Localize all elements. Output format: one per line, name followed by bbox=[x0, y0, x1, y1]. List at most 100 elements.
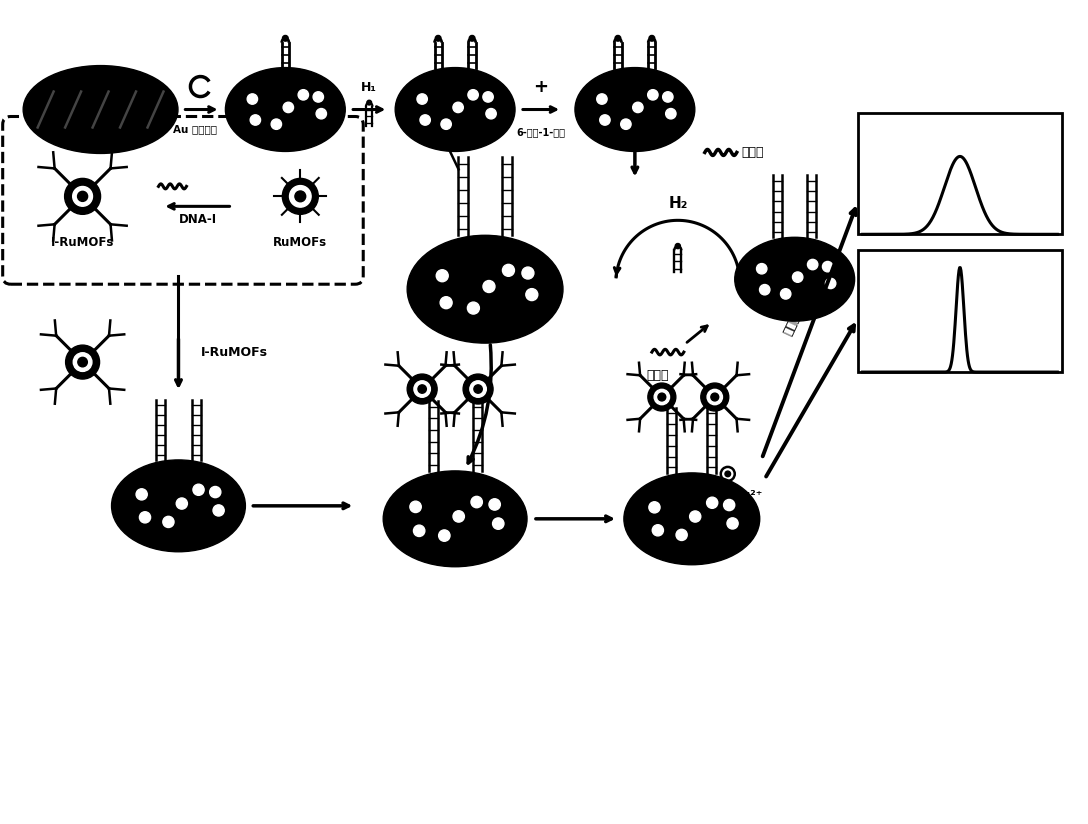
Circle shape bbox=[706, 497, 718, 508]
Bar bbox=[857, 250, 1062, 372]
Circle shape bbox=[666, 109, 676, 119]
Text: DNA-I: DNA-I bbox=[178, 213, 217, 226]
Circle shape bbox=[463, 374, 493, 404]
Circle shape bbox=[710, 393, 719, 401]
Circle shape bbox=[210, 486, 221, 498]
Circle shape bbox=[420, 115, 431, 125]
Ellipse shape bbox=[23, 66, 178, 153]
Circle shape bbox=[65, 345, 100, 379]
Circle shape bbox=[139, 512, 150, 523]
Circle shape bbox=[136, 489, 147, 500]
Circle shape bbox=[522, 267, 534, 279]
Circle shape bbox=[213, 505, 224, 516]
Circle shape bbox=[759, 284, 770, 295]
Circle shape bbox=[410, 501, 421, 513]
Text: I-RuMOFs: I-RuMOFs bbox=[200, 345, 268, 358]
Circle shape bbox=[470, 381, 486, 397]
Text: 不处理: 不处理 bbox=[781, 311, 803, 337]
Circle shape bbox=[493, 518, 504, 529]
Circle shape bbox=[596, 94, 607, 104]
Ellipse shape bbox=[225, 68, 345, 152]
Circle shape bbox=[417, 94, 428, 104]
Circle shape bbox=[247, 94, 258, 104]
Text: Hg²⁺: Hg²⁺ bbox=[732, 489, 764, 503]
Circle shape bbox=[526, 288, 537, 301]
Circle shape bbox=[823, 261, 832, 272]
Circle shape bbox=[658, 393, 666, 401]
Circle shape bbox=[792, 272, 803, 283]
Circle shape bbox=[282, 178, 319, 214]
Circle shape bbox=[413, 381, 431, 397]
Circle shape bbox=[633, 102, 643, 113]
Circle shape bbox=[283, 102, 294, 113]
Circle shape bbox=[701, 383, 729, 411]
Ellipse shape bbox=[407, 236, 562, 343]
Text: I-RuMOFs: I-RuMOFs bbox=[51, 236, 114, 249]
Ellipse shape bbox=[395, 68, 515, 152]
Circle shape bbox=[474, 385, 482, 393]
Circle shape bbox=[289, 185, 311, 207]
Circle shape bbox=[453, 102, 463, 113]
Circle shape bbox=[486, 109, 496, 119]
Circle shape bbox=[438, 530, 450, 541]
Circle shape bbox=[653, 525, 664, 536]
Circle shape bbox=[826, 279, 836, 288]
Circle shape bbox=[654, 389, 669, 405]
Circle shape bbox=[176, 498, 187, 509]
Circle shape bbox=[78, 358, 87, 367]
Text: Au 纳米粒子: Au 纳米粒子 bbox=[173, 124, 218, 134]
Circle shape bbox=[756, 264, 767, 274]
Text: 6-巡基-1-乙醇: 6-巡基-1-乙醇 bbox=[517, 128, 566, 138]
Circle shape bbox=[413, 525, 424, 536]
Text: 目标链: 目标链 bbox=[742, 146, 764, 159]
Circle shape bbox=[313, 91, 323, 102]
Circle shape bbox=[690, 511, 701, 522]
Circle shape bbox=[73, 186, 92, 206]
Circle shape bbox=[298, 90, 309, 100]
Circle shape bbox=[780, 288, 791, 299]
Bar bbox=[857, 113, 1062, 234]
Ellipse shape bbox=[623, 473, 759, 564]
Circle shape bbox=[620, 119, 631, 129]
Circle shape bbox=[503, 265, 515, 276]
Circle shape bbox=[317, 109, 326, 119]
Circle shape bbox=[193, 485, 205, 495]
Circle shape bbox=[724, 499, 734, 511]
Circle shape bbox=[441, 119, 452, 129]
Circle shape bbox=[807, 260, 818, 269]
Circle shape bbox=[707, 389, 722, 405]
Text: +: + bbox=[533, 77, 548, 96]
Bar bbox=[857, 250, 1062, 372]
Ellipse shape bbox=[112, 460, 246, 552]
Circle shape bbox=[163, 517, 174, 527]
Circle shape bbox=[471, 496, 482, 508]
Circle shape bbox=[418, 385, 426, 393]
Circle shape bbox=[453, 511, 465, 522]
Circle shape bbox=[599, 115, 610, 125]
Circle shape bbox=[468, 302, 480, 314]
Circle shape bbox=[483, 91, 493, 102]
Text: H₁: H₁ bbox=[361, 81, 378, 94]
Circle shape bbox=[64, 178, 100, 214]
Text: 目标链: 目标链 bbox=[646, 369, 669, 382]
Circle shape bbox=[250, 115, 260, 125]
Circle shape bbox=[436, 269, 448, 282]
Circle shape bbox=[77, 191, 88, 201]
Circle shape bbox=[73, 353, 91, 372]
Circle shape bbox=[663, 91, 673, 102]
Bar bbox=[857, 113, 1062, 234]
Text: H₂: H₂ bbox=[668, 196, 688, 211]
Ellipse shape bbox=[574, 68, 695, 152]
Circle shape bbox=[468, 90, 479, 100]
Circle shape bbox=[725, 471, 730, 477]
Circle shape bbox=[441, 297, 453, 309]
Circle shape bbox=[407, 374, 437, 404]
Circle shape bbox=[483, 280, 495, 293]
Circle shape bbox=[647, 90, 658, 100]
Ellipse shape bbox=[734, 237, 854, 321]
Circle shape bbox=[489, 499, 500, 510]
FancyBboxPatch shape bbox=[2, 116, 363, 284]
Circle shape bbox=[648, 502, 660, 513]
Circle shape bbox=[727, 517, 738, 529]
Circle shape bbox=[647, 383, 676, 411]
